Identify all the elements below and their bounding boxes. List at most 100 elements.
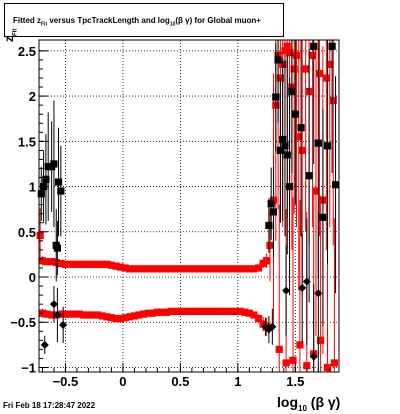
data-point — [330, 359, 339, 367]
data-point — [245, 265, 253, 273]
data-point — [208, 307, 217, 315]
data-point — [274, 56, 282, 64]
data-point — [190, 265, 198, 273]
data-point — [135, 311, 143, 319]
data-point — [291, 110, 299, 118]
data-point — [241, 265, 249, 273]
data-point — [245, 309, 253, 317]
data-point — [84, 260, 93, 268]
data-point — [281, 47, 289, 55]
data-point — [98, 260, 106, 268]
data-point — [314, 289, 323, 298]
data-point — [94, 260, 102, 268]
data-point — [66, 260, 74, 268]
data-point — [121, 264, 129, 272]
timestamp: Fri Feb 18 17:28:47 2022 — [3, 401, 96, 410]
data-point — [282, 359, 290, 367]
data-point — [181, 307, 189, 315]
y-tick-label: 0.5 — [18, 225, 36, 240]
data-point — [323, 363, 332, 372]
data-point — [53, 244, 61, 252]
data-point — [126, 265, 134, 273]
x-tick-label: 1.5 — [286, 374, 304, 389]
data-point — [290, 65, 298, 73]
data-point — [121, 314, 129, 322]
data-point — [71, 310, 79, 318]
data-point — [308, 51, 317, 59]
data-point — [54, 178, 63, 186]
y-tick-label: 0 — [29, 270, 36, 285]
data-point — [204, 307, 212, 315]
data-point — [227, 307, 235, 315]
data-point — [289, 356, 297, 364]
data-point — [213, 307, 221, 315]
data-point — [329, 97, 337, 105]
data-point — [227, 265, 235, 273]
data-point — [89, 311, 97, 319]
x-axis-label: log10 (β γ) — [277, 394, 341, 413]
data-point — [297, 124, 305, 132]
data-point — [112, 315, 120, 323]
data-point — [254, 315, 263, 323]
data-point — [103, 313, 111, 321]
data-point — [315, 69, 324, 78]
data-point — [331, 181, 340, 189]
data-point — [139, 265, 148, 273]
y-tick-label: 1.5 — [18, 134, 36, 149]
data-point — [176, 265, 184, 273]
data-point — [236, 307, 244, 315]
data-point — [285, 49, 294, 57]
data-point — [89, 260, 97, 268]
data-point — [265, 221, 273, 230]
data-point — [254, 264, 263, 272]
title-box: Fitted zFit versus TpcTrackLength and lo… — [4, 3, 284, 37]
data-point — [149, 309, 157, 317]
y-tick-label: 1 — [29, 180, 36, 195]
data-point — [50, 160, 58, 168]
data-point — [195, 307, 203, 315]
data-point — [268, 322, 277, 331]
y-tick-label: −1 — [21, 360, 36, 375]
data-point — [48, 258, 56, 266]
data-point — [37, 190, 45, 198]
data-point — [266, 241, 274, 249]
data-point — [126, 313, 134, 321]
data-point — [158, 308, 166, 316]
data-point — [130, 265, 139, 273]
data-point — [43, 258, 51, 266]
data-point — [153, 265, 161, 273]
data-point — [185, 307, 194, 315]
data-point — [303, 362, 311, 370]
data-point — [38, 257, 47, 265]
data-point — [204, 265, 212, 273]
data-point — [322, 74, 330, 82]
data-point — [139, 310, 148, 318]
data-point — [302, 277, 311, 286]
data-point — [275, 345, 283, 353]
data-point — [107, 314, 116, 322]
data-point — [218, 307, 226, 315]
data-point — [167, 307, 175, 315]
data-point — [283, 151, 291, 159]
data-point — [250, 265, 258, 273]
data-point — [309, 352, 318, 361]
data-point — [317, 336, 325, 344]
data-point — [53, 311, 62, 320]
data-point — [80, 260, 88, 268]
data-point — [153, 308, 161, 316]
data-point — [75, 310, 83, 318]
data-point — [40, 340, 49, 349]
x-tick-label: −0.5 — [53, 374, 79, 389]
data-point — [144, 309, 152, 317]
data-point — [84, 311, 93, 319]
y-axis-label: zFit — [2, 28, 19, 42]
data-point — [296, 341, 304, 349]
data-point — [57, 310, 65, 318]
chart-title: Fitted zFit versus TpcTrackLength and lo… — [13, 16, 261, 28]
data-point — [250, 311, 258, 319]
data-point — [208, 265, 217, 273]
data-point — [231, 307, 240, 315]
data-point — [281, 142, 289, 150]
y-tick-label: −0.5 — [10, 315, 36, 330]
